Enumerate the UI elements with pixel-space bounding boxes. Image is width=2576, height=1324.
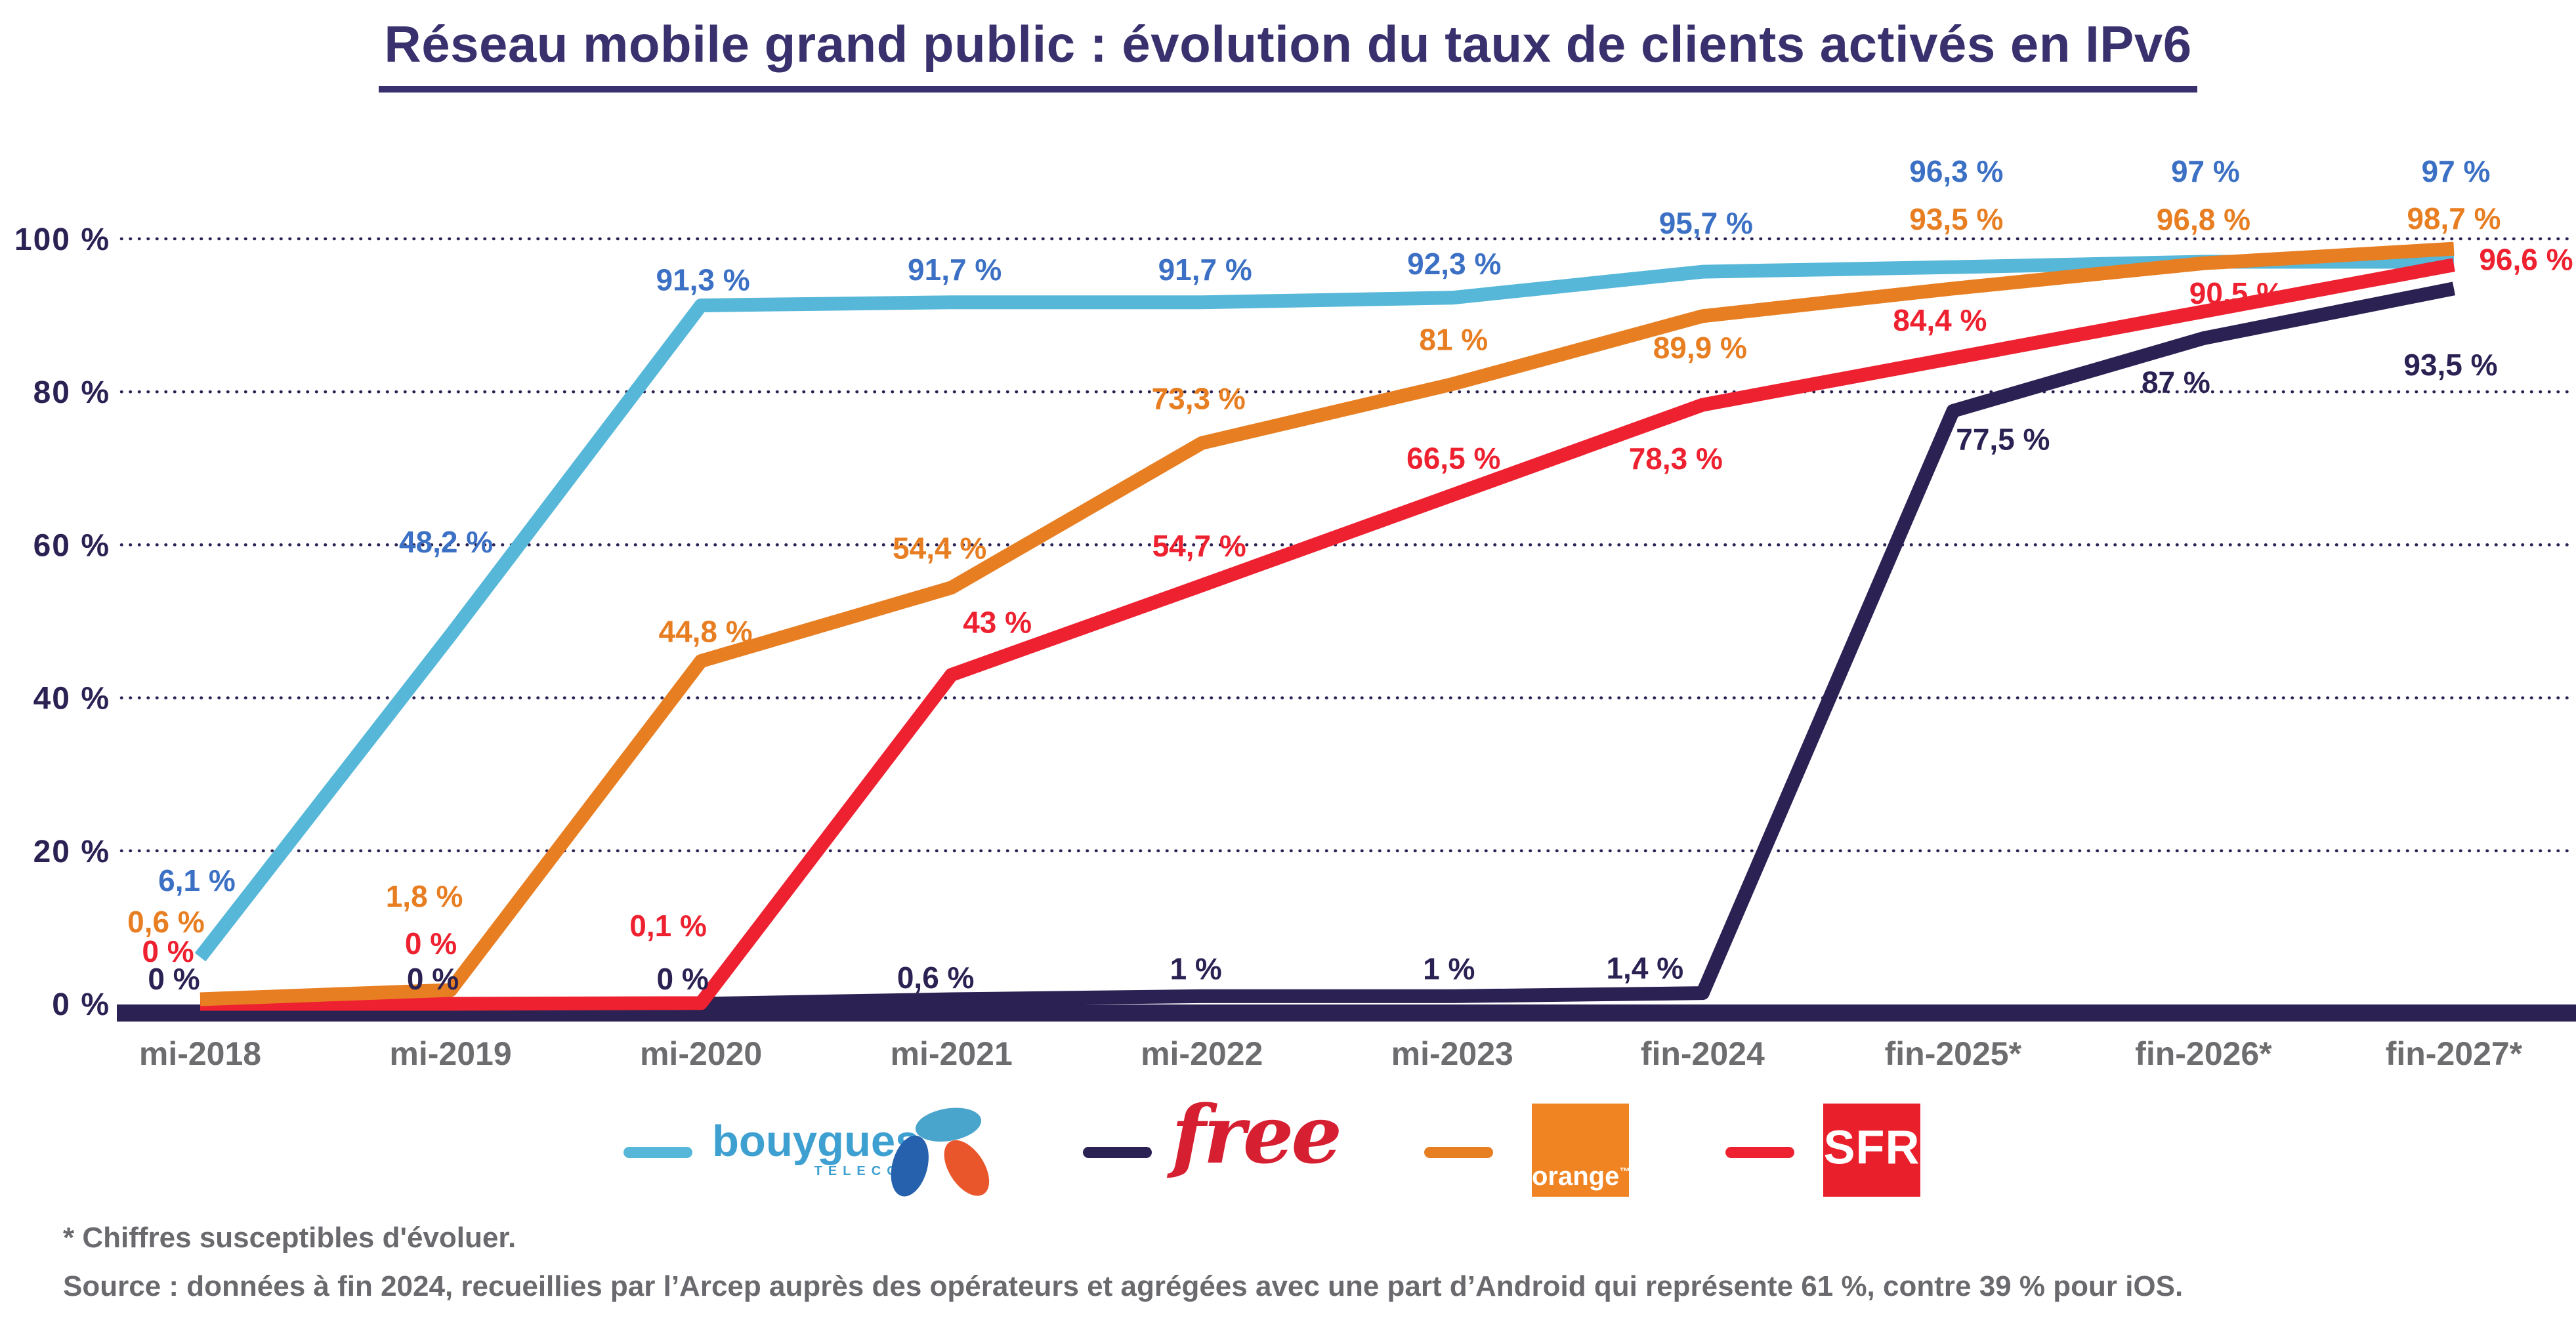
series-line-free [200, 281, 2455, 1011]
data-label-bouygues-telecom-mi-2018: 6,1 % [158, 863, 236, 898]
data-label-free-mi-2023: 1 % [1423, 951, 1475, 985]
data-label-orange-fin-2027: 98,7 % [2407, 201, 2501, 236]
legend-dash-bouygues [623, 1147, 692, 1158]
y-tick-label-80: 80 % [33, 375, 110, 410]
sfr-wordmark: SFR [1823, 1121, 1920, 1174]
data-label-free-fin-2024: 1,4 % [1606, 951, 1683, 985]
data-label-sfr-mi-2020: 0,1 % [629, 909, 707, 943]
data-label-orange-mi-2019: 1,8 % [386, 879, 463, 913]
x-tick-label-fin-2024: fin-2024 [1641, 1035, 1765, 1072]
bouygues-wordmark: bouygues [712, 1117, 920, 1166]
data-label-bouygues-telecom-fin-2027: 97 % [2422, 154, 2491, 188]
data-label-bouygues-telecom-fin-2025: 96,3 % [1909, 154, 2003, 188]
x-tick-label-fin-2025: fin-2025* [1885, 1035, 2022, 1072]
data-label-free-mi-2020: 0 % [656, 962, 708, 996]
series-line-bouygues-telecom [194, 255, 2454, 962]
data-label-sfr-mi-2019: 0 % [405, 926, 457, 961]
x-tick-label-mi-2020: mi-2020 [640, 1035, 762, 1072]
series-line-orange [200, 241, 2455, 1006]
data-label-sfr-mi-2022: 54,7 % [1152, 529, 1246, 563]
x-tick-label-mi-2019: mi-2019 [389, 1035, 511, 1072]
orange-wordmark: orange [1532, 1162, 1620, 1191]
data-label-free-mi-2018: 0 % [148, 962, 200, 996]
data-label-free-mi-2019: 0 % [407, 962, 459, 996]
x-tick-label-mi-2021: mi-2021 [891, 1035, 1013, 1072]
data-label-free-fin-2027: 93,5 % [2403, 348, 2497, 382]
orange-logo: orange™ [1532, 1104, 1631, 1197]
data-label-bouygues-telecom-mi-2020: 91,3 % [656, 262, 750, 297]
x-tick-label-mi-2018: mi-2018 [139, 1035, 261, 1072]
y-tick-label-40: 40 % [33, 682, 110, 716]
data-label-sfr-mi-2021: 43 % [963, 606, 1032, 640]
data-label-bouygues-telecom-mi-2019: 48,2 % [399, 525, 493, 559]
y-tick-label-0: 0 % [52, 987, 110, 1022]
y-tick-label-100: 100 % [14, 222, 110, 257]
data-label-orange-mi-2022: 73,3 % [1152, 381, 1246, 415]
page-title: Réseau mobile grand public : évolution d… [379, 14, 2197, 93]
data-label-free-fin-2025: 77,5 % [1956, 422, 2050, 456]
data-label-orange-mi-2021: 54,4 % [893, 531, 986, 566]
footnote-source: Source : données à fin 2024, recueillies… [63, 1270, 2184, 1302]
data-label-bouygues-telecom-mi-2023: 92,3 % [1407, 247, 1501, 281]
y-tick-label-60: 60 % [33, 528, 110, 563]
data-label-bouygues-telecom-mi-2021: 91,7 % [908, 253, 1002, 287]
data-label-free-fin-2026: 87 % [2142, 365, 2210, 400]
bouygues-tripetal-icon [891, 1107, 990, 1197]
sfr-logo: SFR [1823, 1104, 1920, 1197]
x-tick-label-mi-2023: mi-2023 [1391, 1035, 1513, 1072]
data-label-orange-fin-2025: 93,5 % [1909, 202, 2003, 236]
footnote-evolve-disclaimer: * Chiffres susceptibles d'évoluer. [63, 1222, 517, 1254]
data-label-sfr-fin-2024: 78,3 % [1629, 442, 1723, 476]
x-tick-label-fin-2027: fin-2027* [2386, 1035, 2523, 1072]
data-label-orange-mi-2020: 44,8 % [658, 615, 752, 649]
y-tick-label-20: 20 % [33, 835, 110, 869]
data-label-orange-mi-2023: 81 % [1419, 323, 1488, 357]
legend-dash-orange [1424, 1147, 1493, 1158]
orange-trademark-sign: ™ [1619, 1165, 1631, 1178]
data-label-orange-mi-2018: 0,6 % [127, 905, 205, 939]
data-label-bouygues-telecom-fin-2024: 95,7 % [1659, 206, 1753, 240]
data-label-sfr-fin-2027: 96,6 % [2479, 243, 2573, 277]
bouygues-telecom-logo: bouygues TELECOM [712, 1119, 919, 1178]
data-label-sfr-fin-2026: 90,5 % [2189, 276, 2283, 310]
data-label-bouygues-telecom-fin-2026: 97 % [2171, 154, 2240, 188]
data-label-free-mi-2022: 1 % [1170, 951, 1222, 985]
legend-dash-sfr [1725, 1147, 1794, 1158]
title-wrap: Réseau mobile grand public : évolution d… [0, 14, 2576, 93]
data-label-sfr-mi-2023: 66,5 % [1406, 442, 1500, 476]
bouygues-telecom-sub-label: TELECOM [814, 1164, 920, 1178]
x-tick-label-fin-2026: fin-2026* [2135, 1035, 2272, 1072]
data-label-bouygues-telecom-mi-2022: 91,7 % [1158, 253, 1252, 287]
data-label-orange-fin-2024: 89,9 % [1653, 331, 1747, 365]
data-label-free-mi-2021: 0,6 % [897, 961, 975, 995]
data-label-orange-fin-2026: 96,8 % [2157, 202, 2250, 236]
data-label-sfr-fin-2025: 84,4 % [1893, 303, 1987, 337]
series-line-sfr [200, 258, 2455, 1011]
legend-dash-free [1083, 1147, 1152, 1158]
data-label-sfr-mi-2018: 0 % [142, 934, 194, 968]
free-logo: free [1172, 1087, 1342, 1182]
x-tick-label-mi-2022: mi-2022 [1141, 1035, 1263, 1072]
